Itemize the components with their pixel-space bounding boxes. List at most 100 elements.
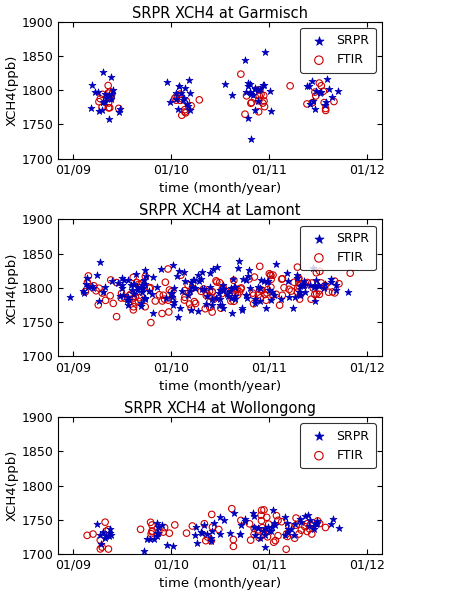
- SRPR: [242, 275, 250, 285]
- FTIR: [335, 279, 343, 288]
- SRPR: [226, 528, 234, 538]
- FTIR: [129, 272, 137, 282]
- FTIR: [228, 504, 236, 514]
- SRPR: [226, 286, 234, 296]
- FTIR: [258, 523, 266, 532]
- FTIR: [102, 296, 109, 305]
- FTIR: [250, 290, 257, 300]
- SRPR: [310, 524, 318, 534]
- FTIR: [160, 290, 167, 300]
- FTIR: [286, 81, 294, 91]
- SRPR: [327, 278, 335, 287]
- FTIR: [322, 105, 329, 115]
- FTIR: [316, 266, 324, 276]
- FTIR: [130, 302, 137, 312]
- FTIR: [126, 291, 133, 300]
- FTIR: [304, 278, 311, 287]
- SRPR: [219, 285, 227, 295]
- SRPR: [118, 280, 126, 290]
- SRPR: [255, 283, 262, 292]
- FTIR: [137, 524, 145, 534]
- SRPR: [186, 286, 194, 296]
- FTIR: [98, 103, 106, 112]
- FTIR: [272, 536, 279, 545]
- Legend: SRPR, FTIR: SRPR, FTIR: [300, 28, 375, 73]
- SRPR: [219, 303, 227, 313]
- SRPR: [169, 260, 176, 270]
- SRPR: [242, 87, 250, 97]
- SRPR: [260, 276, 267, 285]
- FTIR: [162, 278, 169, 287]
- FTIR: [331, 277, 338, 286]
- FTIR: [191, 297, 198, 306]
- SRPR: [246, 79, 254, 89]
- FTIR: [147, 517, 155, 527]
- SRPR: [89, 283, 97, 293]
- SRPR: [228, 309, 236, 318]
- FTIR: [106, 103, 113, 113]
- SRPR: [305, 522, 313, 531]
- SRPR: [150, 535, 158, 544]
- SRPR: [163, 293, 170, 303]
- SRPR: [256, 85, 264, 94]
- SRPR: [125, 300, 132, 310]
- SRPR: [119, 290, 127, 300]
- FTIR: [316, 290, 323, 299]
- FTIR: [128, 294, 136, 304]
- FTIR: [256, 285, 264, 294]
- SRPR: [243, 294, 251, 303]
- FTIR: [155, 527, 163, 537]
- FTIR: [171, 520, 179, 530]
- SRPR: [238, 304, 246, 313]
- FTIR: [298, 525, 305, 535]
- FTIR: [233, 284, 241, 294]
- FTIR: [306, 524, 313, 533]
- FTIR: [217, 303, 225, 313]
- SRPR: [138, 280, 146, 290]
- FTIR: [105, 98, 112, 108]
- FTIR: [291, 533, 299, 543]
- SRPR: [309, 97, 316, 106]
- FTIR: [250, 530, 258, 539]
- SRPR: [228, 91, 236, 100]
- SRPR: [183, 100, 191, 109]
- SRPR: [133, 285, 140, 294]
- FTIR: [181, 295, 188, 305]
- FTIR: [158, 309, 166, 318]
- SRPR: [96, 530, 103, 540]
- SRPR: [87, 103, 95, 113]
- SRPR: [128, 285, 136, 294]
- SRPR: [192, 522, 200, 532]
- SRPR: [260, 80, 268, 89]
- SRPR: [149, 308, 156, 317]
- FTIR: [219, 283, 227, 292]
- FTIR: [293, 262, 301, 272]
- SRPR: [154, 523, 162, 532]
- SRPR: [84, 282, 92, 291]
- FTIR: [228, 285, 235, 295]
- SRPR: [114, 278, 122, 287]
- FTIR: [182, 97, 190, 106]
- FTIR: [312, 268, 320, 278]
- SRPR: [105, 114, 113, 124]
- FTIR: [197, 287, 205, 296]
- FTIR: [243, 91, 250, 101]
- FTIR: [158, 296, 166, 306]
- FTIR: [292, 513, 300, 523]
- FTIR: [295, 274, 302, 283]
- SRPR: [261, 542, 269, 552]
- SRPR: [251, 511, 258, 521]
- FTIR: [176, 89, 184, 99]
- SRPR: [297, 288, 304, 297]
- FTIR: [105, 544, 112, 554]
- SRPR: [175, 266, 182, 275]
- SRPR: [287, 524, 295, 533]
- SRPR: [116, 104, 123, 114]
- FTIR: [209, 287, 216, 297]
- Y-axis label: XCH4(ppb): XCH4(ppb): [6, 252, 18, 324]
- FTIR: [227, 296, 235, 306]
- FTIR: [255, 96, 263, 105]
- FTIR: [176, 95, 184, 105]
- SRPR: [328, 274, 335, 284]
- SRPR: [181, 277, 189, 286]
